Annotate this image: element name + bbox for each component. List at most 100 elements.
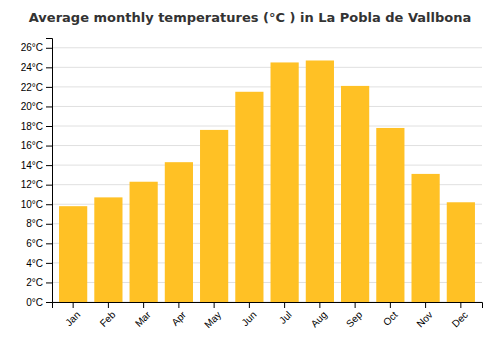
x-tick-mark: [249, 302, 250, 308]
y-axis-line: [46, 39, 53, 303]
y-tick-mark: [46, 224, 52, 225]
y-tick-label: 12°C: [21, 179, 43, 190]
x-tick: Oct: [381, 302, 400, 328]
x-tick-mark: [73, 302, 74, 308]
x-tick-label: May: [202, 309, 223, 330]
x-tick-label: Oct: [381, 309, 400, 328]
plot: 0°C 2°C 4°C 6°C 8°C 10°C 12°C 14°C 16°C 18°C 20°C 2…: [21, 39, 483, 331]
bar: [341, 86, 369, 302]
y-tick: 12°C: [21, 179, 52, 190]
x-tick: Dec: [450, 302, 470, 329]
y-tick-mark: [46, 67, 52, 68]
x-tick-label: Nov: [414, 309, 434, 329]
x-tick-mark: [143, 302, 144, 308]
x-axis-line: [53, 303, 483, 309]
bars: [59, 60, 475, 302]
y-tick-mark: [46, 282, 52, 283]
y-tick-label: 24°C: [21, 62, 43, 73]
y-tick: 8°C: [26, 218, 52, 229]
y-tick-mark: [46, 185, 52, 186]
grid-line: [52, 165, 482, 166]
x-tick-mark: [178, 302, 179, 308]
x-tick: Sep: [344, 302, 365, 329]
bar: [59, 206, 87, 302]
x-tick-label: Jun: [239, 309, 258, 328]
x-tick: Apr: [169, 302, 188, 328]
y-tick: 2°C: [26, 277, 52, 288]
grid-line: [52, 86, 482, 87]
bar: [235, 92, 263, 302]
y-tick-mark: [46, 146, 52, 147]
y-tick-label: 4°C: [26, 258, 43, 269]
x-axis: Jan Feb Mar Apr May Jun Jul Aug Sep Oct Nov Dec: [53, 302, 483, 330]
x-tick-mark: [355, 302, 356, 308]
x-tick-label: Dec: [450, 309, 470, 329]
y-tick-mark: [46, 204, 52, 205]
x-tick: Feb: [98, 302, 118, 329]
y-tick: 26°C: [21, 42, 52, 53]
y-tick: 6°C: [26, 238, 52, 249]
y-tick-label: 26°C: [21, 42, 43, 53]
y-tick: 24°C: [21, 62, 52, 73]
grid-line: [52, 126, 482, 127]
title: Average monthly temperatures (°C ) in La…: [29, 10, 471, 25]
y-tick-label: 0°C: [26, 297, 43, 308]
y-tick: 0°C: [26, 297, 52, 308]
y-tick: 16°C: [21, 140, 52, 151]
bar: [165, 162, 193, 302]
y-tick-mark: [46, 106, 52, 107]
x-tick-mark: [460, 302, 461, 308]
x-tick-label: Feb: [98, 309, 118, 329]
y-tick-label: 20°C: [21, 101, 43, 112]
x-tick-label: Jan: [63, 309, 82, 328]
x-tick-mark: [390, 302, 391, 308]
y-tick-label: 14°C: [21, 160, 43, 171]
x-tick-mark: [108, 302, 109, 308]
x-tick-label: Sep: [344, 309, 365, 330]
chart: Average monthly temperatures (°C ) in La…: [0, 0, 500, 350]
x-tick-label: Mar: [133, 309, 153, 329]
y-tick-mark: [46, 302, 52, 303]
y-tick-label: 6°C: [26, 238, 43, 249]
y-tick-label: 16°C: [21, 140, 43, 151]
x-tick: Nov: [414, 302, 434, 329]
x-tick: Aug: [309, 302, 329, 329]
grid-line: [52, 67, 482, 68]
y-tick-mark: [46, 87, 52, 88]
y-tick-label: 2°C: [26, 277, 43, 288]
x-tick-label: Jul: [277, 309, 294, 326]
bar: [271, 62, 299, 302]
y-tick-label: 8°C: [26, 218, 43, 229]
y-tick-mark: [46, 165, 52, 166]
x-tick: Jun: [239, 302, 258, 328]
grid-line: [52, 106, 482, 107]
bar: [412, 174, 440, 302]
x-tick-label: Aug: [309, 309, 329, 329]
x-tick-mark: [319, 302, 320, 308]
bar: [447, 202, 475, 302]
y-tick-mark: [46, 126, 52, 127]
y-tick: 20°C: [21, 101, 52, 112]
y-tick-label: 18°C: [21, 121, 43, 132]
y-tick: 4°C: [26, 258, 52, 269]
x-tick-mark: [214, 302, 215, 308]
x-tick: Jan: [63, 302, 82, 328]
y-tick-mark: [46, 263, 52, 264]
bar: [130, 182, 158, 302]
y-tick-label: 10°C: [21, 199, 43, 210]
x-tick-mark: [425, 302, 426, 308]
x-tick-label: Apr: [169, 309, 188, 328]
x-tick: Mar: [133, 302, 153, 329]
bar: [306, 60, 334, 302]
y-tick: 22°C: [21, 82, 52, 93]
x-tick-mark: [284, 302, 285, 308]
y-tick-mark: [46, 243, 52, 244]
bar: [200, 130, 228, 302]
x-tick: Jul: [277, 302, 294, 326]
bar: [94, 197, 122, 302]
grid-line: [52, 47, 482, 48]
y-tick: 18°C: [21, 121, 52, 132]
y-tick-mark: [46, 48, 52, 49]
x-tick: May: [202, 302, 223, 330]
y-tick: 14°C: [21, 160, 52, 171]
